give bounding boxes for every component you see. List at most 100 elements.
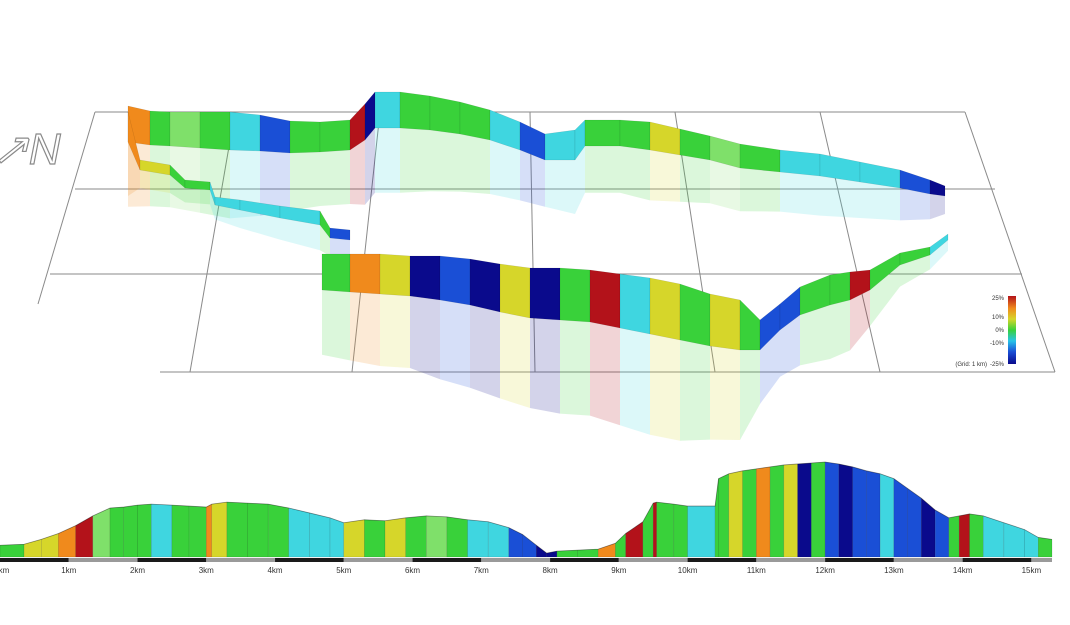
route-segment bbox=[529, 267, 561, 321]
route-segment bbox=[439, 255, 471, 306]
distance-bar-segment bbox=[412, 558, 482, 562]
profile-segment bbox=[109, 506, 124, 558]
profile-segment bbox=[866, 470, 881, 558]
profile-outline bbox=[0, 461, 1053, 554]
profile-segment bbox=[123, 504, 138, 558]
route-segment bbox=[779, 149, 821, 177]
profile-segment bbox=[211, 501, 228, 558]
route-reflection-segment bbox=[375, 128, 400, 193]
route-segment bbox=[589, 269, 621, 329]
route-reflection-segment bbox=[380, 294, 410, 368]
route-segment bbox=[829, 271, 851, 306]
route-reflection-segment bbox=[650, 334, 680, 441]
distance-tick-label: 9km bbox=[611, 566, 626, 575]
route-reflection-segment bbox=[900, 255, 930, 287]
map-grid-line bbox=[189, 111, 236, 373]
route-reflection-segment bbox=[350, 140, 365, 205]
profile-segment bbox=[907, 488, 922, 558]
distance-bar-segment bbox=[206, 558, 276, 562]
route-reflection-segment bbox=[800, 305, 830, 366]
route-segment bbox=[739, 143, 781, 173]
route-reflection-segment bbox=[215, 205, 240, 228]
profile-segment bbox=[384, 517, 406, 558]
map-grid-line bbox=[964, 111, 1056, 373]
route-reflection-segment bbox=[170, 175, 185, 203]
distance-tick-label: 11km bbox=[747, 566, 766, 575]
route-reflection-segment bbox=[780, 315, 800, 377]
route-segment bbox=[399, 91, 431, 131]
route-segment bbox=[321, 253, 351, 293]
profile-segment bbox=[824, 461, 840, 558]
route-reflection-segment bbox=[680, 155, 710, 204]
route-reflection-segment bbox=[780, 172, 820, 216]
route-reflection-segment bbox=[290, 152, 320, 211]
route-reflection-segment bbox=[470, 305, 500, 399]
profile-segment bbox=[742, 468, 757, 558]
profile-segment bbox=[467, 519, 489, 558]
profile-segment bbox=[597, 543, 616, 558]
route-reflection-segment bbox=[740, 350, 760, 440]
route-segment bbox=[329, 227, 351, 241]
route-reflection-segment bbox=[440, 300, 470, 388]
map-grid-line bbox=[351, 111, 381, 373]
profile-segment bbox=[879, 473, 895, 558]
distance-bar-segment bbox=[756, 558, 826, 562]
distance-bar-segment bbox=[687, 558, 757, 562]
profile-segment bbox=[893, 478, 908, 558]
route-segment bbox=[649, 277, 681, 341]
route-3d-ribbon bbox=[127, 91, 949, 351]
route-reflection-segment bbox=[260, 151, 290, 216]
route-reflection-segment bbox=[365, 128, 375, 205]
distance-tick-label: 6km bbox=[405, 566, 420, 575]
route-reflection-segment bbox=[530, 318, 560, 414]
route-segment bbox=[929, 233, 949, 256]
route-reflection-segment bbox=[680, 340, 710, 441]
profile-segment bbox=[247, 502, 269, 558]
distance-bar-segment bbox=[481, 558, 551, 562]
route-reflection-segment bbox=[620, 146, 650, 201]
profile-segment bbox=[718, 473, 730, 558]
profile-segment bbox=[522, 534, 537, 558]
north-arrow-icon: ↗N bbox=[0, 125, 61, 174]
distance-axis: km 1km 2km 3km 4km 5km 6km 7km 8km 9km 10km 11km 12k… bbox=[0, 558, 1052, 575]
profile-segment bbox=[206, 503, 212, 558]
route-reflection-segment bbox=[350, 292, 380, 366]
route-reflection-segment bbox=[710, 346, 740, 440]
profile-segment bbox=[137, 503, 152, 558]
route-segment bbox=[679, 283, 711, 347]
profile-segment bbox=[343, 519, 365, 558]
profile-segment bbox=[687, 505, 716, 558]
legend-tick-minus-25: -25% bbox=[990, 362, 1005, 368]
profile-segment bbox=[188, 505, 207, 558]
route-segment bbox=[679, 128, 711, 161]
route-segment bbox=[459, 101, 491, 141]
route-reflection-segment bbox=[710, 160, 740, 212]
legend-color-bar bbox=[1008, 296, 1016, 364]
distance-tick-label: 12km bbox=[815, 566, 835, 575]
profile-segment bbox=[1038, 537, 1053, 558]
profile-segment bbox=[852, 466, 867, 558]
profile-segment bbox=[75, 515, 94, 558]
route-reflection-segment bbox=[930, 194, 945, 220]
profile-segment bbox=[625, 521, 644, 558]
route-segment bbox=[149, 110, 171, 147]
legend-tick-minus-10: -10% bbox=[990, 341, 1005, 347]
route-reflection bbox=[128, 128, 948, 441]
route-segment bbox=[619, 273, 651, 335]
profile-segment bbox=[615, 533, 626, 558]
route-reflection-segment bbox=[575, 146, 585, 214]
route-reflection-segment bbox=[150, 145, 170, 208]
distance-bar-segment bbox=[618, 558, 688, 562]
profile-segment bbox=[769, 464, 785, 558]
route-segment bbox=[584, 119, 621, 147]
profile-segment bbox=[948, 515, 960, 558]
legend-tick-10: 10% bbox=[992, 315, 1005, 321]
route-segment bbox=[544, 129, 576, 161]
route-reflection-segment bbox=[585, 146, 620, 193]
route-segment bbox=[499, 263, 531, 319]
elevation-profile bbox=[0, 461, 1053, 558]
route-reflection-segment bbox=[850, 290, 870, 351]
route-reflection-segment bbox=[185, 188, 210, 205]
route-reflection-segment bbox=[430, 130, 460, 192]
distance-bar-segment bbox=[962, 558, 1032, 562]
